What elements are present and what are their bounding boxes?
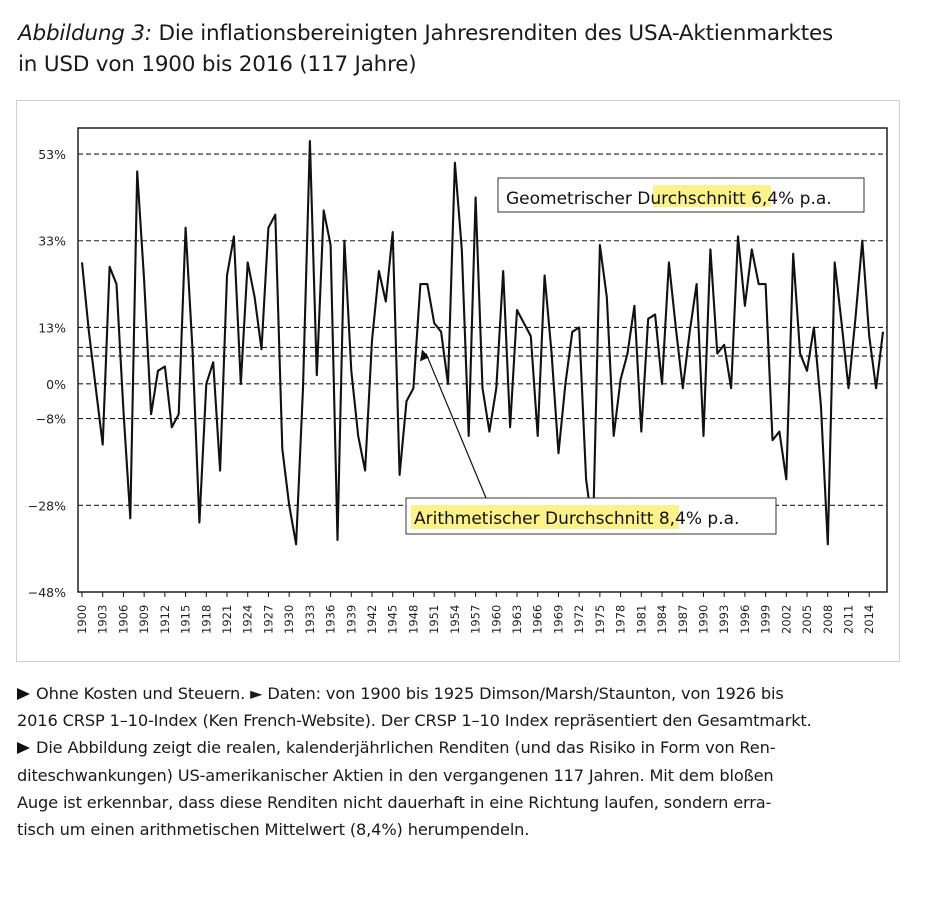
xtick-label: 1969	[551, 605, 565, 634]
plot-border	[77, 127, 888, 593]
returns-series-line	[80, 139, 885, 546]
note-text: Die Abbildung zeigt die realen, kalender…	[36, 738, 776, 758]
xtick-label: 1960	[489, 605, 503, 634]
figure-heading: Abbildung 3: Die inflationsbereinigten J…	[18, 18, 918, 80]
xtick-label: 1921	[220, 605, 234, 634]
heading-line-1: Abbildung 3: Die inflationsbereinigten J…	[18, 18, 918, 49]
figure-title-part1: Die inflationsbereinigten Jahresrenditen…	[151, 21, 833, 46]
xtick-label: 1903	[96, 605, 110, 634]
xtick-label: 1930	[282, 605, 296, 634]
note-text: 2016 CRSP 1–10-Index (Ken French-Website…	[17, 711, 812, 731]
xtick-label: 1993	[717, 605, 731, 634]
geometric-label-part-1: Durchschnitt	[637, 189, 746, 209]
note-line: Die Abbildung zeigt die realen, kalender…	[17, 734, 912, 761]
xtick-label: 1948	[406, 605, 420, 634]
xtick-label: 1981	[634, 605, 648, 634]
xtick-label: 1912	[158, 605, 172, 634]
triangle-bullet-icon	[17, 688, 30, 700]
ytick-label: −8%	[36, 412, 66, 427]
xtick-label: 2014	[862, 605, 876, 634]
ytick-label: −28%	[28, 498, 66, 513]
geometric-label-part-0: Geometrischer	[506, 189, 637, 209]
xtick-label: 1939	[344, 605, 358, 634]
xtick-label: 1987	[676, 605, 690, 634]
xtick-label: 1984	[655, 605, 669, 634]
xtick-label: 2011	[841, 605, 855, 634]
xtick-label: 2008	[821, 605, 835, 634]
xtick-label: 1951	[427, 605, 441, 634]
arithmetic-highlight	[411, 505, 679, 529]
xtick-label: 1975	[593, 605, 607, 634]
note-line: 2016 CRSP 1–10-Index (Ken French-Website…	[17, 707, 912, 734]
arithmetic-label-part-1: 8,4% p.a.	[653, 509, 739, 529]
arithmetic-label-text: Arithmetischer Durchschnitt 8,4% p.a.	[414, 509, 739, 529]
note-text: Auge ist erkennbar, dass diese Renditen …	[17, 792, 772, 812]
xtick-label: 2002	[779, 605, 793, 634]
note-line: Auge ist erkennbar, dass diese Renditen …	[17, 789, 912, 816]
triangle-bullet-icon	[17, 742, 30, 755]
xtick-label: 1963	[510, 605, 524, 634]
xtick-label: 1924	[241, 605, 255, 634]
xtick-label: 1990	[696, 605, 710, 634]
note-text: diteschwankungen) US-amerikanischer Akti…	[17, 765, 774, 785]
xtick-label: 1954	[448, 605, 462, 634]
geometric-label-part-2: 6,4% p.a.	[746, 189, 832, 209]
xtick-label: 2005	[800, 605, 814, 634]
geometric-label-text: Geometrischer Durchschnitt 6,4% p.a.	[506, 189, 832, 209]
arithmetic-average-label: Arithmetischer Durchschnitt 8,4% p.a.	[405, 497, 777, 535]
xtick-label: 1972	[572, 605, 586, 634]
arithmetic-arrow-shaft	[425, 353, 487, 499]
xtick-label: 1909	[137, 605, 151, 634]
xtick-label: 1936	[324, 605, 338, 634]
xtick-label: 1996	[738, 605, 752, 634]
note-text: Ohne Kosten und Steuern. ► Daten: von 19…	[36, 684, 784, 703]
figure-notes: Ohne Kosten und Steuern. ► Daten: von 19…	[17, 680, 912, 843]
xtick-label: 1966	[531, 605, 545, 634]
figure-label: Abbildung 3:	[18, 21, 152, 46]
ytick-label: 0%	[46, 377, 66, 392]
arithmetic-arrow-head	[420, 349, 429, 362]
geometric-average-label: Geometrischer Durchschnitt 6,4% p.a.	[497, 177, 865, 213]
note-line: Ohne Kosten und Steuern. ► Daten: von 19…	[17, 680, 912, 707]
xtick-label: 1945	[386, 605, 400, 634]
returns-chart: 53% 33% 13% 0% −8% −28% −48% 1900 1903 1906 1909 19…	[28, 127, 888, 634]
xtick-label: 1915	[179, 605, 193, 634]
arithmetic-label-part-0: Arithmetischer Durchschnitt	[414, 509, 654, 529]
note-line: tisch um einen arithmetischen Mittelwert…	[17, 816, 912, 843]
note-line: diteschwankungen) US-amerikanischer Akti…	[17, 762, 912, 789]
geometric-highlight	[653, 185, 771, 207]
xtick-label: 1999	[759, 605, 773, 634]
xtick-label: 1927	[261, 605, 275, 634]
ytick-label: 13%	[38, 320, 66, 335]
ytick-label: 33%	[38, 234, 66, 249]
xtick-label: 1900	[75, 605, 89, 634]
xtick-label: 1957	[469, 605, 483, 634]
figure-title-part2: in USD von 1900 bis 2016 (117 Jahre)	[18, 52, 417, 77]
note-text: tisch um einen arithmetischen Mittelwert…	[17, 820, 530, 840]
xtick-label: 1942	[365, 605, 379, 634]
ytick-label: −48%	[28, 585, 66, 600]
ytick-label: 53%	[38, 147, 66, 162]
xtick-label: 1933	[303, 605, 317, 634]
xtick-label: 1918	[199, 605, 213, 634]
xtick-label: 1978	[614, 605, 628, 634]
xtick-label: 1906	[116, 605, 130, 634]
